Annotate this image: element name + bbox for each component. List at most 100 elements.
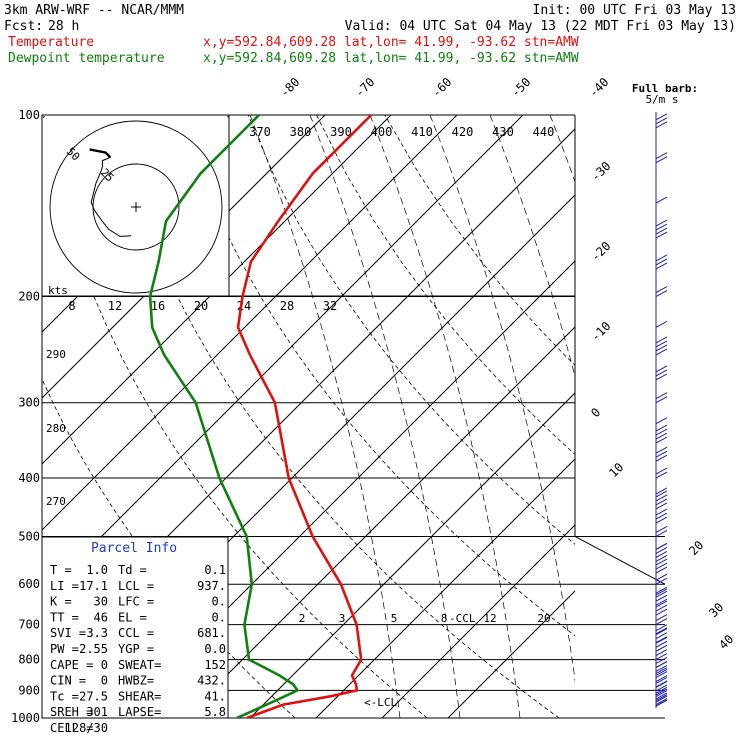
wind-barb-flag (655, 675, 668, 682)
wind-barb (655, 152, 668, 164)
parcel-box-frame (41, 536, 229, 719)
moist-adiabat (369, 115, 521, 718)
profile-clip-group (148, 115, 373, 718)
wind-barb (655, 392, 668, 404)
isotherm-line (447, 590, 575, 718)
dry-adiabat (384, 115, 575, 366)
wind-barb-flag (655, 665, 668, 672)
hodograph-speed-label: 32 (323, 299, 337, 313)
isotherm-label: -50 (508, 75, 533, 100)
hodograph-trace-upper (89, 148, 112, 159)
wind-barb (655, 467, 668, 479)
wind-barb-flag (655, 692, 668, 700)
wind-barb-flag (655, 686, 668, 694)
wind-barb (655, 649, 668, 661)
wind-barb-flag (655, 365, 668, 373)
isotherm-label: 40 (716, 632, 736, 652)
pressure-tick-label: 300 (18, 396, 40, 410)
wind-barb-flag (655, 428, 668, 436)
wind-barb-flag (655, 258, 668, 266)
wind-barb-flag (655, 671, 668, 678)
lcl-label: <-LCL (364, 696, 397, 709)
wind-barb-flag (655, 688, 668, 696)
wind-barb (655, 254, 668, 270)
wind-barb-flag (655, 336, 668, 344)
parcel-param-name: T = (50, 563, 72, 577)
wind-barb-flag (655, 558, 668, 566)
pressure-tick-label: 500 (18, 529, 40, 543)
wind-barb-flag (655, 681, 668, 688)
pressure-tick-label: 400 (18, 471, 40, 485)
isotherm-label: -70 (352, 75, 377, 100)
wind-barb-flag (655, 487, 668, 495)
wind-barb-flag (655, 117, 668, 125)
moist-adiabat (429, 115, 575, 683)
wind-barb-flag (655, 699, 668, 707)
wind-barb-flag (655, 640, 668, 648)
wind-barb-flag (655, 344, 668, 352)
pressure-tick-label: 1000 (11, 711, 40, 725)
wind-barb (655, 600, 668, 616)
parcel-param-value: 27.5 (79, 689, 108, 703)
pressure-tick-label: 100 (18, 108, 40, 122)
wind-barb-flag (655, 614, 668, 622)
wind-barb-flag (655, 636, 668, 644)
wind-barb-flag (655, 636, 668, 644)
pressure-tick-label: 200 (18, 290, 40, 304)
parcel-param-name: SHEAR= (118, 689, 161, 703)
hodograph-speed-label: 24 (237, 299, 251, 313)
isotherm-label: 10 (606, 460, 626, 480)
isotherm-label: -20 (588, 239, 613, 264)
valid-time: Valid: 04 UTC Sat 04 May 13 (22 MDT Fri … (345, 19, 736, 34)
wind-barb-flag (655, 600, 668, 608)
isotherm-label: -40 (586, 75, 611, 100)
mixing-ratio-label: 20 (537, 612, 550, 625)
wind-barb (655, 526, 668, 537)
wind-barb (655, 417, 668, 425)
isotherm-label: 0 (588, 405, 603, 420)
dewpoint-profile (148, 115, 300, 718)
dry-adiabat (179, 115, 575, 637)
isotherm-line (249, 392, 575, 718)
parcel-param-value: 432. (197, 674, 226, 688)
wind-barb (655, 573, 668, 585)
mixing-ratio-label: 12 (483, 612, 496, 625)
parcel-param-value: 3.3 (86, 626, 108, 640)
parcel-param-value: 30 (94, 595, 108, 609)
wind-barb-flag (655, 152, 668, 160)
isotherm-label: -80 (277, 75, 302, 100)
init-time: Init: 00 UTC Fri 03 May 13 (533, 3, 737, 18)
wind-barb-flag (655, 502, 668, 510)
parcel-info-title: Parcel Info (91, 541, 177, 556)
profile-lines (148, 115, 373, 718)
wind-barb-flag (655, 223, 668, 231)
parcel-param-value: 128/30 (65, 721, 108, 735)
wind-barb-flag (655, 424, 668, 432)
parcel-param-value: 46 (94, 610, 108, 624)
wind-barb-flag (655, 546, 668, 554)
wind-barb (655, 508, 668, 524)
wind-barb-flag (655, 627, 668, 635)
parcel-param-value: 0. (212, 610, 226, 624)
wind-barb-flag (655, 369, 668, 377)
wind-barb (655, 636, 668, 652)
parcel-param-value: 301 (86, 705, 108, 719)
parcel-param-name: LAPSE= (118, 705, 161, 719)
wind-barb-flag (655, 573, 668, 581)
parcel-param-name: CIN = (50, 674, 86, 688)
parcel-param-name: LI = (50, 579, 79, 593)
wind-barb-flag (655, 432, 668, 440)
wind-barb-flag (655, 554, 668, 562)
wind-barb-flag (655, 450, 668, 458)
wind-barb-flag (655, 286, 668, 293)
wind-barb-flag (655, 471, 668, 479)
wind-barb-flag (655, 562, 668, 570)
parcel-param-value: 0.1 (204, 563, 226, 577)
temperature-legend: Temperature (8, 35, 94, 50)
theta-label: 390 (330, 125, 352, 139)
wind-barb-flag (655, 290, 668, 297)
theta-label: 400 (371, 125, 393, 139)
wind-barb-flag (655, 373, 668, 381)
